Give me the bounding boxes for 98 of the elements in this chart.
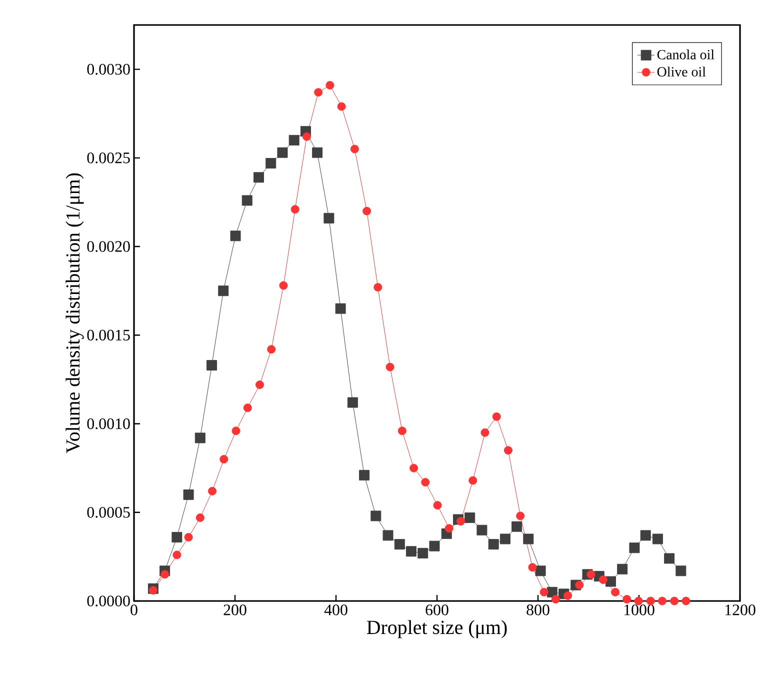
x-axis-title: Droplet size (μm): [366, 620, 507, 638]
point: [382, 530, 394, 541]
point: [288, 134, 300, 146]
point: [324, 212, 334, 224]
point: [220, 454, 228, 464]
point: [279, 281, 288, 290]
point: [456, 516, 465, 526]
y-tick-label: 0.0010: [87, 418, 130, 430]
point: [374, 283, 382, 292]
point: [464, 512, 476, 523]
x-tick-label: 200: [224, 604, 246, 616]
point: [598, 575, 608, 584]
point: [398, 426, 406, 436]
point: [206, 360, 218, 371]
point: [243, 404, 252, 412]
point: [540, 588, 548, 596]
point: [160, 570, 170, 579]
point: [480, 428, 490, 437]
point: [350, 144, 359, 154]
point: [232, 426, 240, 436]
point: [523, 534, 534, 544]
point: [617, 564, 628, 574]
point: [629, 542, 640, 554]
point: [575, 580, 584, 590]
point: [516, 512, 525, 520]
point: [551, 594, 560, 604]
point: [230, 230, 241, 242]
point: [504, 446, 512, 455]
point: [433, 501, 442, 510]
point: [418, 548, 428, 558]
point: [512, 521, 522, 532]
x-tick-label: 600: [426, 604, 448, 616]
point: [148, 586, 158, 595]
x-tick-label: 0: [130, 604, 138, 616]
point: [208, 486, 217, 496]
point: [172, 532, 182, 542]
point: [266, 158, 276, 168]
x-tick-label: 1200: [725, 604, 756, 616]
point: [394, 539, 405, 550]
point: [184, 532, 193, 542]
x-tick-label: 400: [324, 604, 348, 616]
x-tick-label: 1000: [624, 604, 654, 616]
y-tick-label: 0.0020: [87, 241, 130, 252]
point: [406, 546, 416, 557]
point: [492, 412, 501, 421]
point: [347, 397, 358, 408]
point: [337, 102, 346, 111]
point: [194, 432, 206, 444]
point: [421, 478, 430, 487]
point: [302, 132, 311, 141]
point: [386, 362, 394, 372]
point: [500, 534, 510, 544]
y-tick-label: 0.0005: [87, 506, 130, 518]
point: [290, 205, 300, 214]
point: [242, 195, 252, 206]
point: [267, 345, 276, 354]
point: [676, 566, 686, 576]
point: [370, 510, 382, 522]
point: [253, 172, 264, 183]
point: [196, 513, 204, 522]
point: [183, 489, 194, 500]
point: [255, 380, 264, 390]
point: [218, 286, 229, 296]
y-tick-label: 0.0000: [87, 596, 130, 606]
point: [410, 464, 418, 472]
point: [658, 596, 666, 606]
point: [586, 570, 596, 579]
point: [528, 563, 537, 572]
point: [605, 576, 616, 587]
point: [312, 147, 323, 158]
y-axis-title: Volume density distribution (1/μm): [66, 173, 84, 454]
point: [564, 591, 572, 600]
point: [476, 524, 488, 536]
point: [468, 476, 478, 485]
legend-label: Olive oil: [657, 66, 706, 77]
point: [652, 534, 663, 544]
point: [172, 550, 182, 560]
point: [535, 566, 546, 576]
point: [314, 88, 323, 97]
point: [640, 530, 651, 541]
point: [277, 147, 288, 158]
point: [622, 594, 632, 604]
point: [488, 539, 499, 550]
x-tick-label: 800: [526, 604, 550, 616]
point: [429, 540, 440, 552]
point: [682, 596, 690, 606]
point: [670, 596, 679, 606]
y-tick-label: 0.0025: [87, 152, 130, 164]
point: [611, 588, 620, 596]
point: [326, 81, 334, 90]
y-tick-label: 0.0030: [87, 64, 130, 75]
legend-label: Canola oil: [657, 50, 714, 60]
point: [359, 470, 370, 480]
point: [444, 524, 454, 533]
y-tick-label: 0.0015: [87, 330, 130, 341]
point: [335, 303, 346, 314]
point: [664, 553, 675, 564]
point: [362, 206, 372, 216]
